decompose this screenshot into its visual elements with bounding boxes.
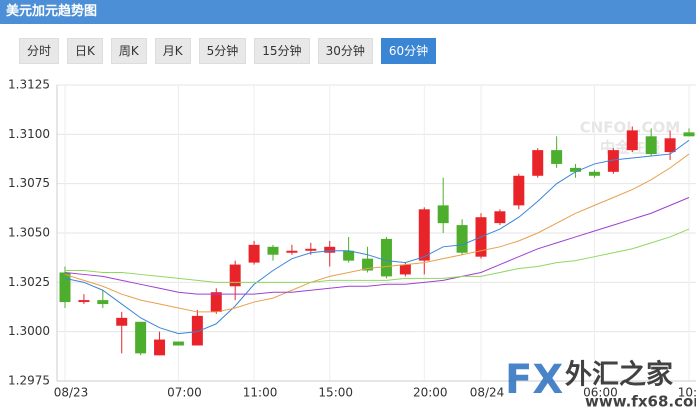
y-tick-label: 1.3075 xyxy=(8,176,50,190)
candle-body xyxy=(248,244,260,263)
candle-body xyxy=(456,225,468,253)
watermark: 外汇之家 xyxy=(565,359,673,391)
x-tick-label: 08/24 xyxy=(470,386,505,400)
candle-body xyxy=(607,150,619,172)
candle-body xyxy=(191,315,203,346)
candle-body xyxy=(683,132,695,137)
candle-body xyxy=(380,238,392,277)
candle-body xyxy=(59,272,71,303)
candle-body xyxy=(532,150,544,176)
candle-body xyxy=(116,317,128,326)
candle-body xyxy=(154,339,166,356)
ma-line xyxy=(64,139,690,335)
ma-line xyxy=(64,197,690,295)
candle-body xyxy=(135,321,147,354)
ma-line xyxy=(65,228,690,283)
y-tick-label: 1.3025 xyxy=(8,275,50,289)
candle-body xyxy=(551,150,563,164)
candle-body xyxy=(343,250,355,261)
tab[interactable]: 5分钟 xyxy=(198,38,247,64)
watermark: FX xyxy=(505,357,563,403)
x-tick-label: 06:00 xyxy=(583,386,618,400)
tab[interactable]: 60分钟 xyxy=(380,38,437,64)
x-tick-label: 07:00 xyxy=(167,386,202,400)
candle-body xyxy=(324,246,336,253)
candle-body xyxy=(286,250,298,253)
x-tick-label: 15:00 xyxy=(318,386,353,400)
candle-body xyxy=(513,175,525,206)
candle-body xyxy=(437,205,449,224)
candle-body xyxy=(570,167,582,172)
candle-body xyxy=(645,136,657,155)
tab[interactable]: 月K xyxy=(154,38,191,64)
y-tick-label: 1.3100 xyxy=(8,127,50,141)
tab-bar: 分时 日K 周K 月K 5分钟 15分钟 30分钟 60分钟 xyxy=(19,38,437,64)
candle-body xyxy=(399,264,411,275)
x-tick-label: 20:00 xyxy=(413,386,448,400)
watermark: www.fx68.com xyxy=(585,393,696,411)
candle-body xyxy=(172,341,184,346)
y-tick-label: 1.2975 xyxy=(8,374,50,388)
candle-body xyxy=(305,248,317,251)
watermark: CNFOL.COM xyxy=(580,119,681,137)
y-tick-label: 1.3050 xyxy=(8,226,50,240)
chart: CNFOL.COM中金在线1.29751.30001.30251.30501.3… xyxy=(8,78,696,411)
header-title: 美元加元趋势图 xyxy=(0,0,696,24)
candle-body xyxy=(588,171,600,176)
candle-body xyxy=(78,300,90,303)
tab[interactable]: 30分钟 xyxy=(317,38,373,64)
candle-body xyxy=(362,258,374,271)
ma-line xyxy=(64,153,690,313)
candle-body xyxy=(494,211,506,224)
x-tick-label: 10:00 xyxy=(678,386,696,400)
candle-body xyxy=(664,138,676,153)
y-tick-label: 1.3000 xyxy=(8,324,50,338)
candle-body xyxy=(210,292,222,312)
x-tick-label: 11:00 xyxy=(243,386,278,400)
y-tick-label: 1.3125 xyxy=(8,78,50,92)
candle-body xyxy=(626,130,638,151)
x-tick-label: 08/23 xyxy=(54,386,89,400)
tab[interactable]: 15分钟 xyxy=(254,38,310,64)
candle-body xyxy=(267,246,279,255)
tab[interactable]: 分时 xyxy=(19,38,60,64)
candle-body xyxy=(418,209,430,261)
tab[interactable]: 周K xyxy=(110,38,147,64)
candle-body xyxy=(229,264,241,287)
candle-body xyxy=(97,300,109,305)
tab[interactable]: 日K xyxy=(67,38,103,64)
